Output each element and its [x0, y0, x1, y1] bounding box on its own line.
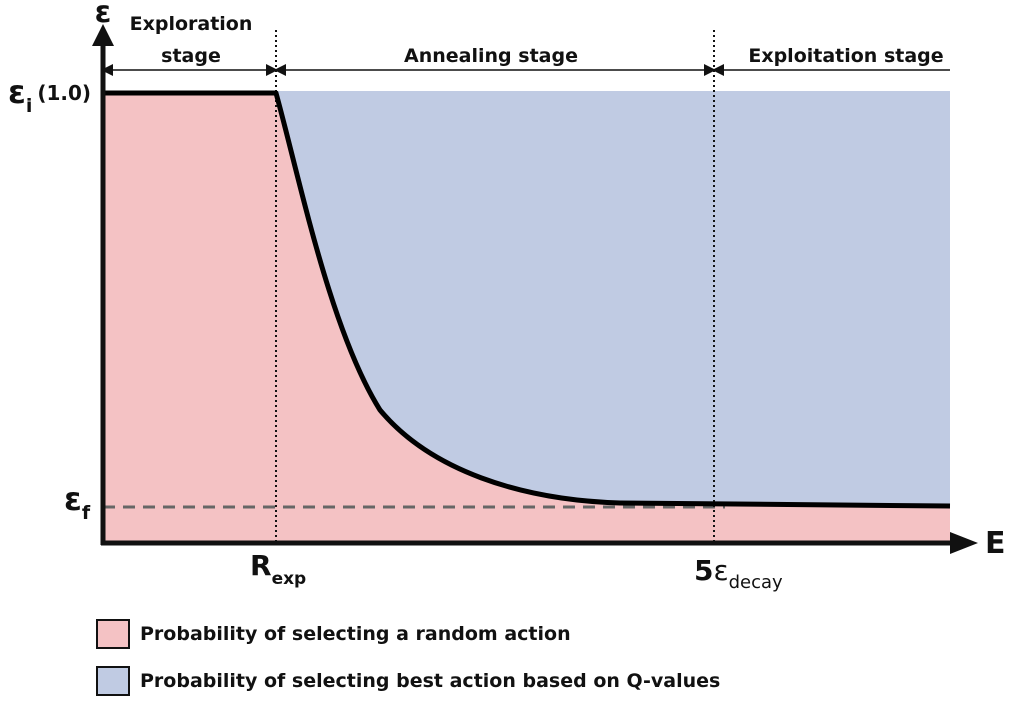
best-action-swatch: [96, 666, 130, 696]
x-axis-arrow-icon: [950, 532, 978, 554]
y-axis-arrow-icon: [92, 24, 114, 46]
random-action-region: [103, 93, 950, 543]
random-action-swatch: [96, 619, 130, 649]
epsilon-final-label: εf: [64, 480, 91, 524]
legend-item-best: Probability of selecting best action bas…: [96, 664, 996, 698]
epsilon-curve: [103, 90, 951, 509]
epsilon-initial-label: εi(1.0): [8, 73, 91, 117]
legend-item-random: Probability of selecting a random action: [96, 617, 996, 651]
x-axis-symbol: E: [985, 526, 1006, 561]
legend-label-best: Probability of selecting best action bas…: [140, 670, 721, 692]
epsilon-decay-diagram: Exploration stage Annealing stage Exploi…: [8, 0, 1006, 593]
y-axis-symbol: ε: [95, 0, 112, 30]
legend-label-random: Probability of selecting a random action: [140, 623, 571, 645]
rexp-label: Rexp: [250, 549, 306, 589]
exploitation-stage-label: Exploitation stage: [748, 45, 943, 67]
annealing-stage-label: Annealing stage: [404, 45, 578, 67]
exploration-stage-label: Exploration: [130, 13, 253, 35]
exploration-stage-label-line2: stage: [161, 45, 221, 67]
decay-label: 5εdecay: [694, 554, 783, 593]
